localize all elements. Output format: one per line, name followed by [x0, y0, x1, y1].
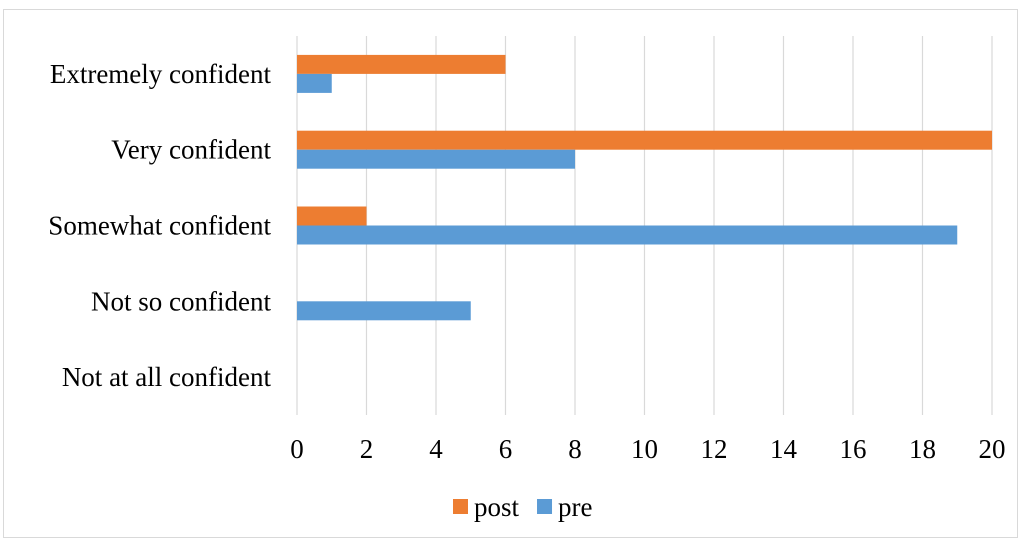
category-label-extremely-confident: Extremely confident: [50, 59, 272, 89]
category-labels: Extremely confident Very confident Somewha…: [48, 59, 271, 392]
x-tick-label-0: 0: [290, 434, 304, 464]
x-tick-label-6: 6: [499, 434, 513, 464]
chart-frame: [3, 9, 1018, 538]
x-tick-label-10: 10: [631, 434, 658, 464]
x-tick-label-2: 2: [360, 434, 374, 464]
legend-swatch-pre: [537, 499, 553, 514]
bar-pre-not-so-confident: [297, 301, 471, 321]
bar-pre-somewhat-confident: [297, 225, 958, 245]
x-tick-label-20: 20: [979, 434, 1006, 464]
category-label-not-so-confident: Not so confident: [91, 286, 271, 316]
x-tick-label-16: 16: [840, 434, 867, 464]
bar-pre-extremely-confident: [297, 73, 332, 93]
x-tick-label-4: 4: [429, 434, 443, 464]
category-label-not-at-all-confident: Not at all confident: [62, 362, 272, 392]
bar-post-very-confident: [297, 130, 992, 150]
x-tick-label-8: 8: [568, 434, 582, 464]
x-tick-label-14: 14: [770, 434, 798, 464]
legend-label-pre: pre: [558, 492, 592, 522]
x-tick-label-18: 18: [909, 434, 936, 464]
legend: post pre: [453, 492, 593, 522]
bar-pre-very-confident: [297, 149, 575, 169]
bar-post-extremely-confident: [297, 54, 506, 74]
x-tick-labels: 0 2 4 6 8 10 12 14 16 18 20: [290, 434, 1005, 464]
legend-label-post: post: [474, 492, 520, 522]
category-label-somewhat-confident: Somewhat confident: [48, 211, 271, 241]
bars-layer: [297, 54, 992, 321]
category-label-very-confident: Very confident: [111, 135, 271, 165]
bar-post-somewhat-confident: [297, 206, 367, 226]
legend-swatch-post: [453, 499, 468, 514]
x-tick-label-12: 12: [701, 434, 728, 464]
